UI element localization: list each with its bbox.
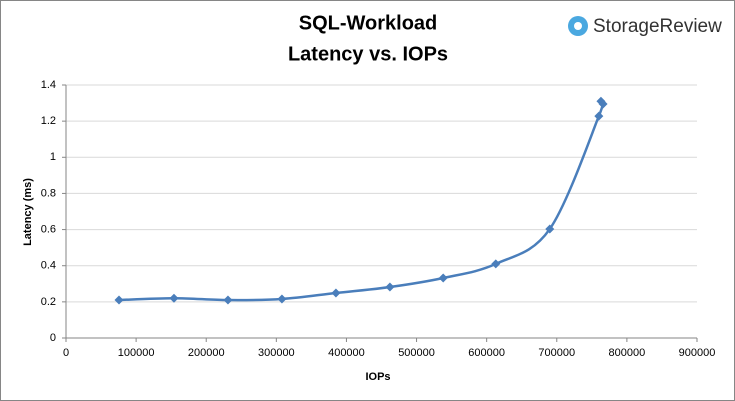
x-tick-label: 200000 [188,347,225,359]
data-point [438,273,448,283]
x-tick-label: 600000 [468,347,505,359]
data-point [169,293,179,303]
x-tick-label: 400000 [328,347,365,359]
x-tick-label: 0 [63,347,69,359]
y-tick-label: 0.2 [41,296,56,308]
y-axis-label: Latency (ms) [22,178,34,246]
data-point [114,295,124,305]
data-point [491,259,501,269]
y-tick-label: 1.4 [41,79,56,91]
y-tick-label: 0.6 [41,223,56,235]
chart-subtitle: Latency vs. IOPs [288,43,448,65]
data-point [598,99,608,109]
y-tick-label: 1.2 [41,115,56,127]
data-point [277,294,287,304]
data-point [223,295,233,305]
x-tick-label: 800000 [609,347,646,359]
x-tick-label: 900000 [679,347,716,359]
data-point [545,224,555,234]
x-tick-label: 300000 [258,347,295,359]
x-axis-label: IOPs [365,371,390,383]
y-tick-label: 0 [50,332,56,344]
brand-name: StorageReview [593,16,722,37]
logo-icon-inner [574,22,582,30]
x-tick-label: 100000 [118,347,155,359]
brand-logo: StorageReview [568,16,722,37]
x-tick-label: 700000 [538,347,575,359]
data-point [331,288,341,298]
y-tick-label: 0.8 [41,187,56,199]
y-tick-label: 0.4 [41,260,56,272]
data-point [594,111,604,121]
y-tick-label: 1 [50,151,56,163]
chart-title: SQL-Workload [299,12,438,34]
data-point [385,282,395,292]
x-tick-label: 500000 [398,347,435,359]
